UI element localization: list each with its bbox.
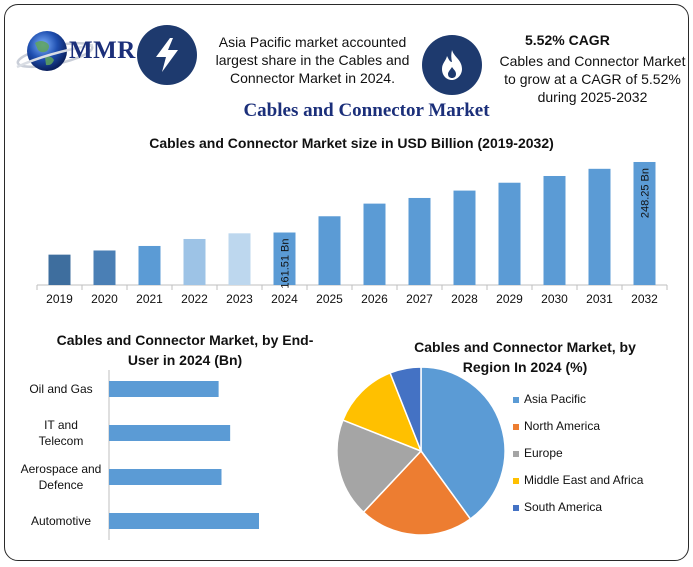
hbar-3 (109, 513, 259, 529)
bar-2023 (228, 233, 251, 285)
flame-icon (422, 35, 482, 95)
y-tick-label: IT and Telecom (39, 418, 84, 448)
pie-slice-4 (389, 367, 422, 452)
data-label-2032: 248.25 Bn (640, 168, 652, 218)
bar-2027 (408, 197, 431, 285)
bar-2022 (183, 238, 206, 285)
x-tick-label: 2027 (406, 292, 433, 306)
pie-slice-3 (341, 371, 423, 453)
pie-slice-0 (420, 367, 506, 521)
legend-swatch (513, 505, 519, 511)
x-tick-label: 2023 (226, 292, 253, 306)
legend-label: Europe (524, 446, 563, 460)
bar-2026 (363, 203, 386, 285)
x-tick-label: 2025 (316, 292, 343, 306)
legend-swatch (513, 451, 519, 457)
x-tick-label: 2032 (631, 292, 658, 306)
main-title: Cables and Connector Market (243, 100, 490, 121)
x-tick-label: 2024 (271, 292, 298, 306)
bar-2029 (498, 182, 521, 285)
legend-swatch (513, 424, 519, 430)
bar-2032 (633, 161, 656, 285)
x-tick-label: 2031 (586, 292, 613, 306)
x-tick-label: 2022 (181, 292, 208, 306)
end-user-chart-title: Cables and Connector Market, by End-User… (56, 332, 314, 368)
bar-chart-title: Cables and Connector Market size in USD … (149, 135, 554, 151)
bar-2020 (93, 250, 116, 285)
x-tick-label: 2028 (451, 292, 478, 306)
region-pie-title: Cables and Connector Market, by Region I… (414, 339, 636, 375)
region-share-note: Asia Pacific market accounted largest sh… (215, 34, 410, 86)
market-size-bar-chart: 2019 2020 2021 2022 2023 2024 2025 2026 2027 2028… (36, 161, 668, 306)
infographic-frame: MMR Asia Pacific market accounted larges… (4, 4, 689, 561)
bar-2024 (273, 232, 296, 285)
x-tick-label: 2021 (136, 292, 163, 306)
x-tick-label: 2029 (496, 292, 523, 306)
region-pie-chart: Asia Pacific North America Europe Middle Ea… (336, 367, 644, 536)
data-label-2024: 161.51 Bn (280, 239, 292, 289)
legend-swatch (513, 397, 519, 403)
legend-swatch (513, 478, 519, 484)
legend-label: Asia Pacific (524, 392, 586, 406)
pie-slice-1 (362, 449, 472, 536)
lightning-bolt-icon (137, 25, 197, 85)
logo-text: MMR (69, 37, 136, 64)
legend-label: North America (524, 419, 600, 433)
cagr-title: 5.52% CAGR (525, 32, 610, 48)
y-tick-label: Automotive (31, 514, 91, 528)
bar-2021 (138, 245, 161, 285)
legend-label: South America (524, 500, 602, 514)
bar-2025 (318, 216, 341, 285)
x-tick-label: 2019 (46, 292, 73, 306)
legend-label: Middle East and Africa (524, 473, 644, 487)
x-tick-label: 2026 (361, 292, 388, 306)
y-tick-label: Aerospace and Defence (21, 462, 102, 492)
y-tick-label: Oil and Gas (29, 382, 92, 396)
hbar-2 (109, 469, 222, 485)
bar-2019 (48, 254, 71, 285)
cagr-note: Cables and Connector Market to grow at a… (499, 53, 686, 105)
bar-2031 (588, 168, 611, 285)
hbar-0 (109, 381, 219, 397)
mmr-globe-logo (16, 31, 94, 71)
end-user-bar-chart: Oil and Gas IT and Telecom Aerospace and Def… (21, 370, 259, 540)
bar-2030 (543, 175, 566, 285)
hbar-1 (109, 425, 231, 441)
bar-2028 (453, 190, 476, 285)
x-tick-label: 2030 (541, 292, 568, 306)
x-tick-label: 2020 (91, 292, 118, 306)
